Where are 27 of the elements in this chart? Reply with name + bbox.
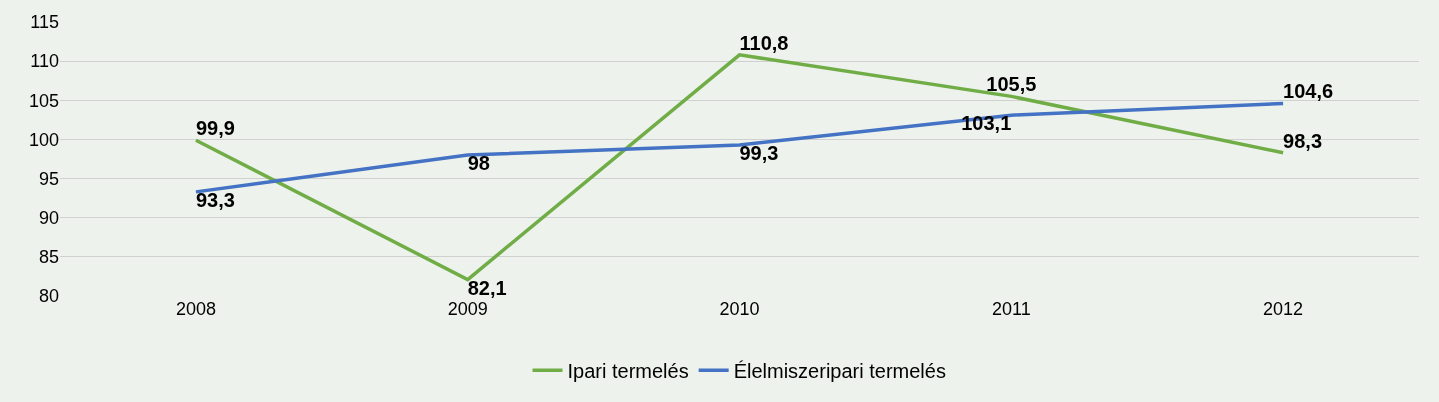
legend-label: Élelmiszeripari termelés (733, 360, 946, 383)
y-tick-label: 100 (28, 129, 59, 150)
legend-label: Ipari termelés (567, 360, 689, 383)
line-series (194, 53, 1285, 282)
x-tick-label: 2012 (1263, 299, 1304, 319)
x-tick-label: 2011 (991, 299, 1031, 319)
data-label: 99,9 (195, 117, 235, 140)
y-tick-label: 85 (38, 247, 59, 268)
x-tick-label: 2009 (447, 299, 488, 319)
data-label: 93,3 (195, 188, 235, 211)
x-tick-label: 2010 (719, 299, 760, 319)
data-label: 98,3 (1283, 129, 1323, 152)
x-tick-label: 2008 (175, 299, 216, 319)
data-label: 105,5 (986, 73, 1037, 96)
y-tick-label: 90 (38, 208, 59, 229)
y-tick-label: 110 (30, 51, 59, 72)
data-label: 98 (467, 152, 490, 175)
y-tick-label: 105 (28, 90, 59, 111)
data-label: 82,1 (467, 276, 507, 299)
data-label: 110,8 (739, 31, 789, 54)
line-series (194, 101, 1285, 194)
data-label: 104,6 (1283, 80, 1334, 103)
data-label: 103,1 (961, 112, 1012, 135)
y-tick-label: 115 (30, 12, 59, 33)
y-tick-label: 80 (38, 286, 59, 307)
y-tick-label: 95 (38, 168, 59, 189)
data-label: 99,3 (739, 141, 779, 164)
